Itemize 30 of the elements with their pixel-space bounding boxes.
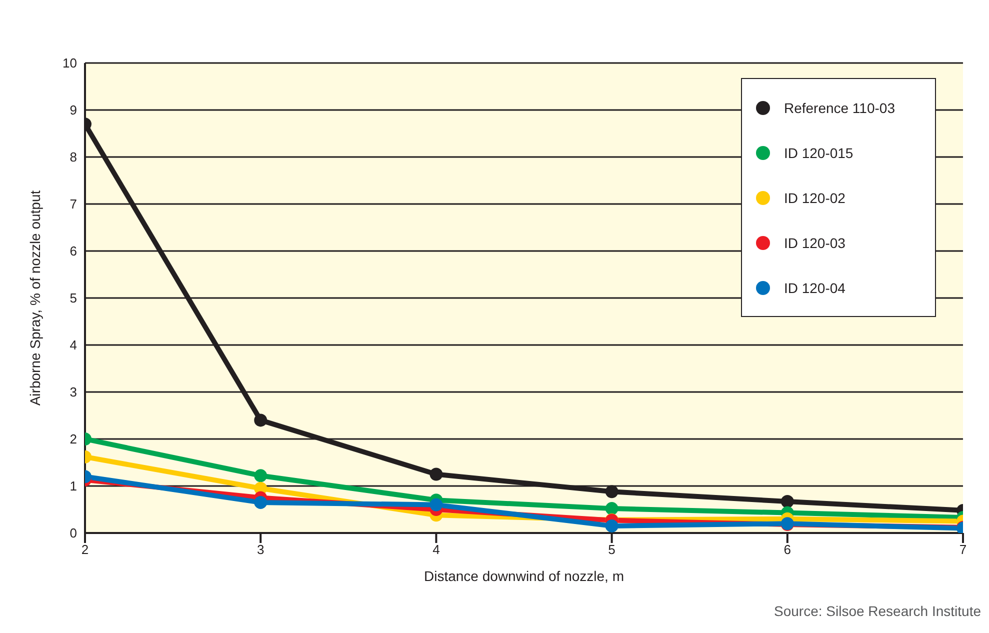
x-tick-label: 5 — [608, 542, 616, 558]
y-tick-label: 1 — [70, 478, 77, 494]
point — [605, 519, 618, 532]
source-note: Source: Silsoe Research Institute — [774, 603, 981, 619]
y-tick-label: 5 — [70, 290, 77, 306]
x-tick-label: 2 — [81, 542, 89, 558]
x-tick-label: 4 — [432, 542, 440, 558]
point — [430, 498, 443, 512]
legend-label: ID 120-015 — [784, 144, 854, 160]
x-tick-label: 7 — [959, 542, 967, 558]
y-tick-label: 7 — [70, 196, 77, 212]
y-tick-label: 9 — [70, 102, 77, 118]
y-tick-label: 2 — [70, 432, 77, 447]
y-tick-label: 6 — [70, 244, 77, 259]
point — [430, 468, 443, 481]
y-tick-label: 8 — [70, 150, 77, 165]
y-axis-title: Airborne Spray, % of nozzle output — [26, 190, 43, 406]
legend-label: Reference 110-03 — [784, 100, 895, 116]
y-tick-label: 3 — [70, 384, 77, 400]
y-tick-label: 4 — [70, 338, 77, 353]
legend-label: ID 120-04 — [784, 280, 846, 296]
x-tick-label: 3 — [256, 542, 264, 558]
legend-label: ID 120-02 — [784, 190, 846, 206]
y-tick-label: 0 — [70, 526, 77, 541]
legend-label: ID 120-03 — [784, 234, 846, 250]
point — [605, 485, 618, 498]
x-tick-label: 6 — [784, 542, 792, 558]
point — [605, 502, 618, 516]
y-tick-label: 10 — [62, 56, 77, 71]
x-axis-title: Distance downwind of nozzle, m — [424, 568, 624, 584]
